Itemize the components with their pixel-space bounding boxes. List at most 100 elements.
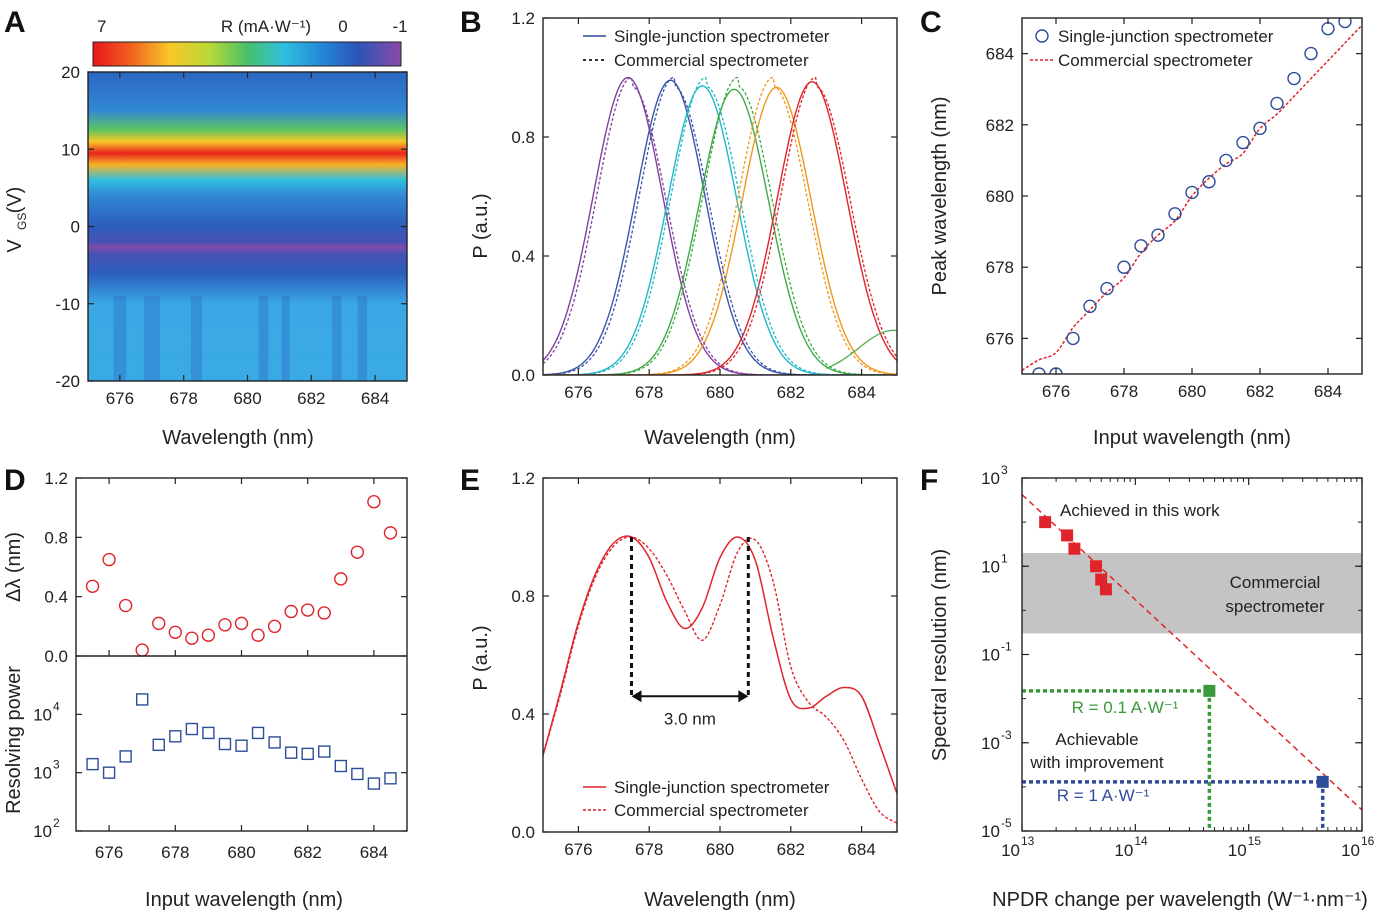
axis-b-ytick-label: 0.4	[511, 247, 535, 266]
achieved-point	[1039, 516, 1052, 529]
axis-f-xtick-base: 10	[1001, 841, 1020, 860]
panel-label-c: C	[920, 6, 942, 39]
resolving-power-point	[119, 750, 132, 763]
resolving-power-point	[169, 730, 182, 743]
resolving-power-point	[152, 738, 165, 752]
axis-f-xtick-base: 10	[1228, 841, 1247, 860]
axis-d-top-ytick-label: 0.0	[44, 647, 68, 666]
axis-c-ytick-label: 682	[986, 116, 1014, 135]
axis-f-xtick-exp: 16	[1361, 834, 1375, 848]
heatmap-streak	[332, 296, 342, 381]
label-improvement-2: with improvement	[1029, 753, 1163, 772]
panel-e: E 3.0 nm 676 678 680 682 684 0.0 0.4 0.8 1.2 Sin…	[460, 464, 898, 911]
plot-d	[85, 495, 398, 790]
resolving-power-point	[218, 737, 232, 751]
axis-f-ytick-base: 10	[981, 646, 1000, 665]
delta-lambda-point	[135, 643, 149, 657]
resolving-power-point	[284, 746, 298, 759]
axis-b-ytick-label: 0.8	[511, 128, 535, 147]
axis-c-xtick-label: 678	[1110, 382, 1138, 401]
label-improvement-1: Achievable	[1055, 730, 1138, 749]
heatmap-streak	[357, 296, 368, 381]
annotation-label: 3.0 nm	[664, 709, 716, 728]
panel-label-f: F	[920, 464, 938, 497]
single-point-c	[1253, 121, 1267, 136]
ylabel-b: P (a.u.)	[470, 193, 492, 258]
axis-f-ytick-base: 10	[981, 822, 1000, 841]
axes-e: 676 678 680 682 684 0.0 0.4 0.8 1.2	[511, 469, 897, 859]
single-point-c	[1032, 367, 1046, 374]
axis-a-ytick-label: -10	[55, 295, 80, 314]
resolving-power-point	[318, 745, 331, 758]
axis-f-ytick-base: 10	[981, 557, 1000, 576]
delta-lambda-point	[251, 628, 265, 642]
single-point-c	[1117, 260, 1131, 274]
single-point-c	[1236, 135, 1250, 150]
axis-a-xtick-label: 682	[297, 389, 325, 408]
axis-b-xtick-label: 682	[777, 383, 805, 402]
achieved-point	[1061, 529, 1074, 542]
panel-c: C 676 678 680 682 684 676 678 680 682 684 Single-…	[920, 6, 1363, 449]
commercial-line-c	[1022, 24, 1362, 372]
achieved-point	[1095, 573, 1108, 586]
ylabel-a-sub: GS	[15, 213, 29, 230]
resolving-power-point	[102, 766, 116, 779]
axis-c-ytick-label: 676	[986, 329, 1014, 348]
delta-lambda-point	[234, 616, 249, 631]
axis-e-ytick-label: 1.2	[511, 469, 535, 488]
single-point-c	[1134, 239, 1148, 253]
heatmap-image	[88, 72, 407, 381]
ylabel-d-bottom: Resolving power	[3, 666, 25, 814]
axis-d-top-ytick-label: 1.2	[44, 469, 68, 488]
axis-e-ytick-label: 0.4	[511, 705, 535, 724]
spectrum-single-2	[543, 79, 897, 375]
heatmap-streak	[281, 296, 290, 381]
axes-a: 676 678 680 682 684 20 10 0 -10 -20	[55, 63, 407, 408]
legend-c-commercial: Commercial spectrometer	[1058, 51, 1253, 70]
panel-label-a: A	[4, 6, 26, 39]
axis-a-xtick-label: 684	[361, 389, 389, 408]
green-point	[1203, 684, 1216, 697]
resolving-power-point	[301, 747, 314, 761]
resolving-power-point	[135, 693, 149, 706]
delta-lambda-point	[201, 628, 216, 642]
delta-lambda-point	[284, 604, 298, 619]
panel-label-e: E	[460, 464, 480, 497]
axis-c-xtick-label: 682	[1246, 382, 1274, 401]
heatmap-streak	[258, 296, 269, 381]
panel-label-b: B	[460, 6, 482, 39]
axis-d-bottom-ytick-exp: 4	[53, 699, 60, 713]
panel-f: F Achieved in this work Commercial spect…	[920, 463, 1375, 911]
axis-f-ytick-exp: -5	[1001, 816, 1012, 830]
delta-lambda-point	[218, 618, 232, 632]
single-point-c	[1287, 71, 1301, 86]
axis-d-xtick-label: 678	[161, 843, 189, 862]
colorbar-tick-min: -1	[392, 17, 407, 36]
spectrum-single-6	[543, 81, 897, 375]
colorbar	[92, 41, 402, 67]
delta-lambda-point	[185, 631, 199, 645]
single-point-c	[1151, 228, 1165, 242]
single-point-c	[1202, 175, 1216, 189]
delta-lambda-point	[118, 598, 133, 613]
axis-c-xtick-label: 680	[1178, 382, 1206, 401]
resolving-power-point	[334, 759, 347, 773]
single-point-c	[1321, 21, 1335, 36]
axis-a-xtick-label: 678	[170, 389, 198, 408]
spectra-curves-b	[543, 76, 897, 375]
plot-e	[543, 535, 897, 824]
delta-lambda-point	[383, 526, 398, 540]
band-label-line1: Commercial	[1230, 573, 1321, 592]
legend-b-single: Single-junction spectrometer	[614, 27, 830, 46]
xlabel-e: Wavelength (nm)	[644, 889, 796, 911]
axis-e-xtick-label: 676	[564, 840, 592, 859]
label-achieved: Achieved in this work	[1060, 501, 1220, 520]
commercial-curve-e	[543, 536, 897, 824]
panel-b: B 676 678 680 682 684 0.0 0.4 0.8 1.2 Single-jun…	[460, 6, 898, 449]
axis-a-ytick-label: 10	[61, 140, 80, 159]
heatmap-streak	[113, 296, 127, 381]
ylabel-f: Spectral resolution (nm)	[929, 549, 951, 761]
